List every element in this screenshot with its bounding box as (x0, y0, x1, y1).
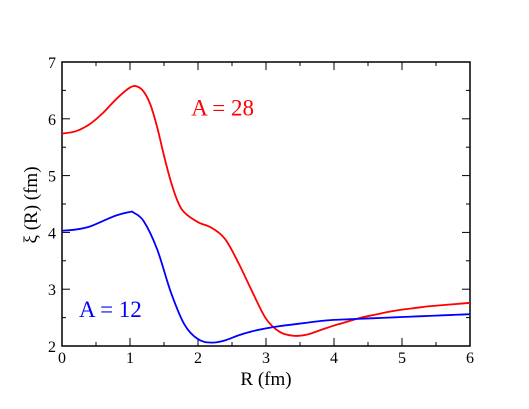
x-tick-label: 5 (398, 350, 406, 367)
series-line-a-28 (61, 85, 471, 337)
y-axis-title: ξ (R) (fm) (21, 166, 42, 243)
series-line-a-12 (61, 210, 471, 344)
x-axis-title: R (fm) (240, 369, 291, 390)
x-tick-label: 6 (466, 350, 474, 367)
y-tick-label: 6 (48, 112, 56, 129)
x-tick-label: 2 (194, 350, 202, 367)
y-tick-label: 2 (48, 339, 56, 356)
plot-area: 0 1 2 3 4 5 6 2 3 4 5 6 7 A = 28 A = 12 (48, 55, 474, 367)
annotation-a-12: A = 12 (79, 297, 142, 322)
x-tick-label: 4 (330, 350, 338, 367)
x-tick-label: 1 (126, 350, 134, 367)
y-tick-label: 4 (48, 225, 56, 242)
y-tick-label: 5 (48, 169, 56, 186)
x-tick-label: 3 (262, 350, 270, 367)
y-tick-label: 7 (48, 55, 56, 72)
x-tick-label: 0 (58, 350, 66, 367)
annotation-a-28: A = 28 (191, 95, 254, 120)
y-tick-label: 3 (48, 282, 56, 299)
